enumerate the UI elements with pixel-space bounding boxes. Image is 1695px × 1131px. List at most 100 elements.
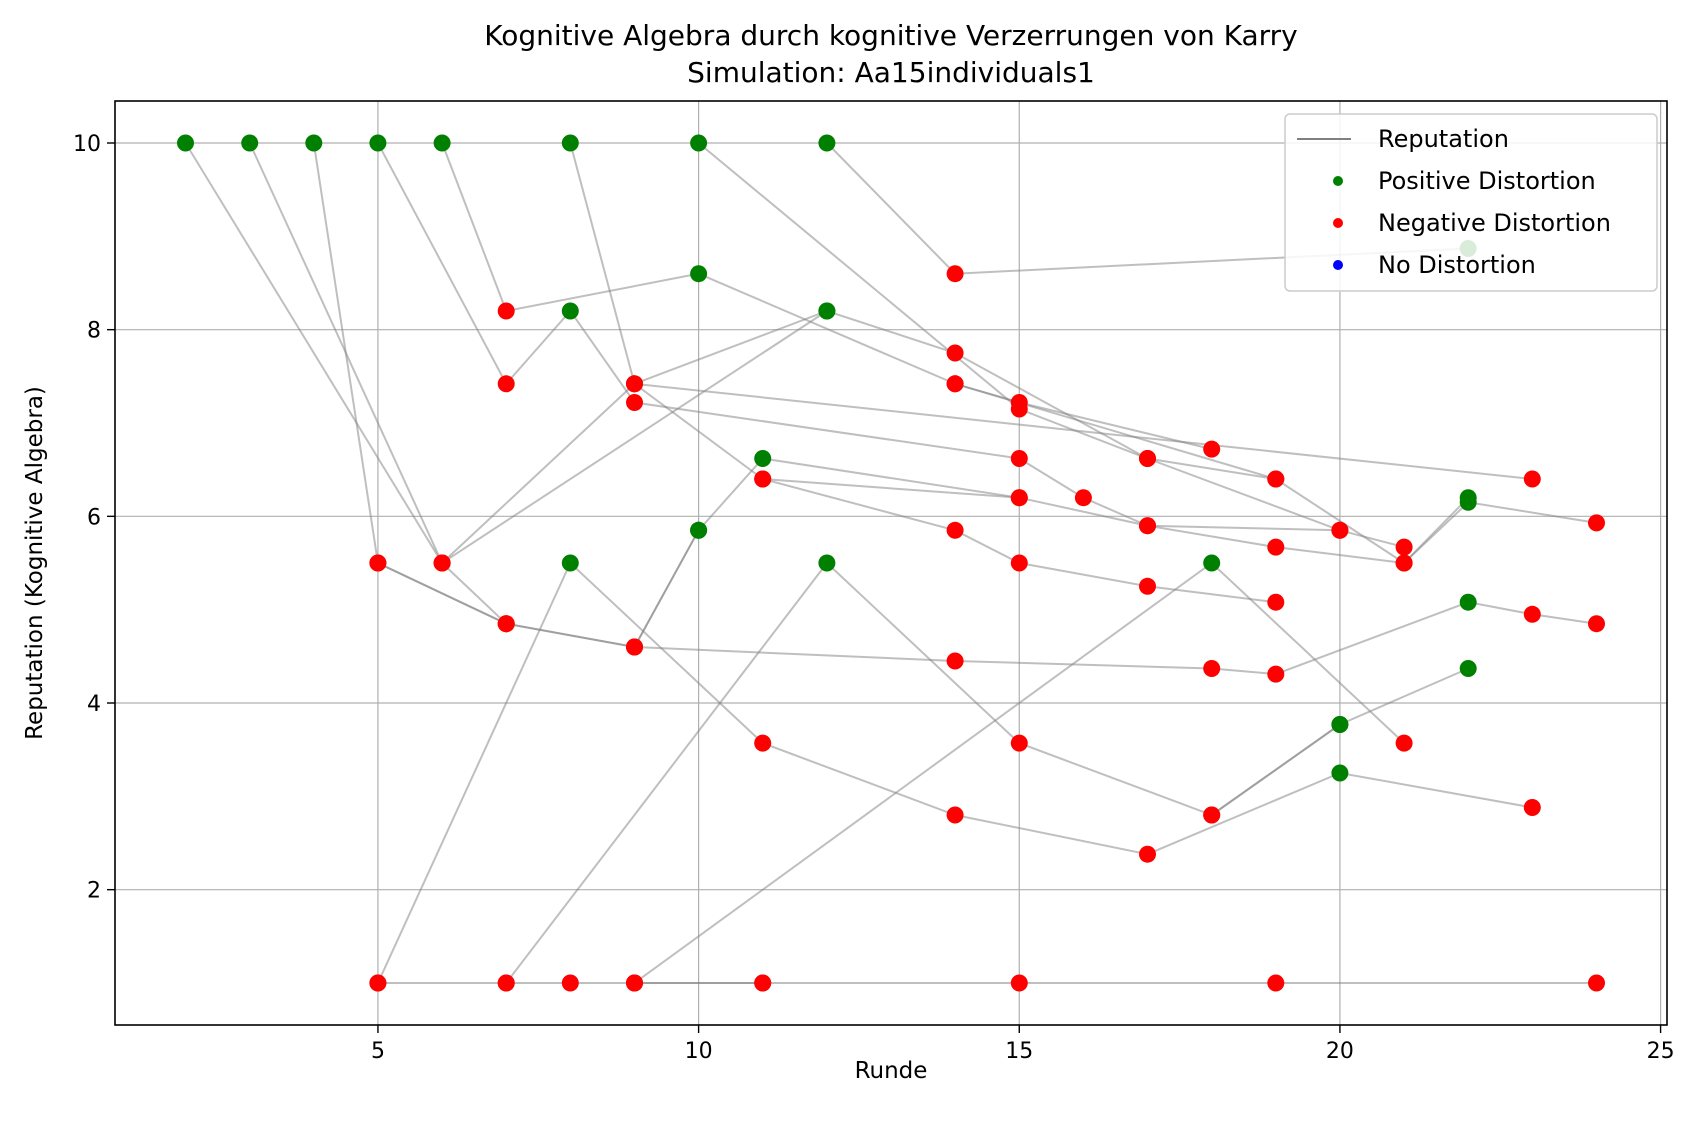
positive-distortion-point (241, 134, 259, 152)
negative-distortion-point (1395, 538, 1413, 556)
x-tick-label: 20 (1326, 1039, 1354, 1064)
negative-distortion-point (626, 375, 643, 393)
chart-title: Kognitive Algebra durch kognitive Verzer… (484, 19, 1297, 52)
legend-swatch-negative (1333, 218, 1343, 228)
x-tick-label: 5 (371, 1039, 385, 1064)
negative-distortion-point (1523, 799, 1541, 816)
negative-distortion-point (1267, 593, 1285, 611)
positive-distortion-point (561, 302, 579, 320)
positive-distortion-point (561, 554, 579, 572)
negative-distortion-point (626, 394, 643, 411)
y-tick-label: 2 (87, 879, 101, 904)
plot-frame (114, 100, 1668, 1026)
negative-distortion-point (754, 734, 772, 752)
positive-distortion-point (561, 134, 579, 152)
y-axis-ticks: 2 4 6 8 10 (73, 132, 115, 904)
negative-distortion-point (433, 554, 451, 572)
legend: Reputation Positive Distortion Negative … (1284, 113, 1658, 292)
negative-distortion-point (369, 974, 387, 992)
reputation-line (633, 529, 700, 648)
negative-distortion-point (1010, 400, 1028, 418)
positive-distortion-point (369, 134, 387, 152)
positive-distortion-point (818, 554, 836, 572)
positive-distortion-point (1459, 593, 1477, 611)
legend-label-negative: Negative Distortion (1378, 209, 1611, 237)
negative-distortion-point (946, 375, 964, 393)
negative-distortion-point (1010, 554, 1028, 572)
x-tick-label: 15 (1005, 1039, 1033, 1064)
chart-subtitle: Simulation: Aa15individuals1 (687, 56, 1095, 89)
negative-distortion-point (1139, 577, 1156, 595)
x-tick-label: 25 (1647, 1039, 1675, 1064)
negative-distortion-point (946, 652, 964, 670)
negative-distortion-point (754, 470, 772, 488)
positive-distortion-point (305, 134, 323, 152)
legend-label-positive: Positive Distortion (1378, 167, 1596, 195)
positive-distortion-point (1203, 554, 1221, 572)
reputation-line (248, 142, 1597, 676)
y-tick-label: 10 (73, 132, 101, 157)
reputation-line (184, 142, 1469, 565)
negative-distortion-point (1588, 514, 1605, 532)
reputation-line (633, 382, 1276, 604)
y-tick-label: 4 (87, 692, 101, 717)
negative-distortion-point (1010, 974, 1028, 992)
negative-distortion-point (1010, 734, 1028, 752)
negative-distortion-point (1203, 806, 1221, 824)
y-tick-label: 6 (87, 505, 101, 530)
negative-distortion-point (1010, 450, 1028, 467)
negative-distortion-point (1588, 615, 1605, 633)
negative-distortion-point (626, 974, 643, 992)
positive-distortion-point (433, 134, 451, 152)
reputation-line (377, 562, 507, 625)
reputation-line (762, 478, 1020, 499)
positive-distortion-point (754, 450, 772, 467)
negative-distortion-point (1523, 605, 1541, 623)
negative-distortion-point (1267, 974, 1285, 992)
negative-distortion-point (946, 265, 964, 283)
negative-distortion-point (369, 554, 387, 572)
negative-distortion-point (1203, 440, 1221, 458)
y-axis-label: Reputation (Kognitive Algebra) (22, 386, 48, 740)
negative-distortion-point (561, 974, 579, 992)
legend-box (1284, 113, 1658, 292)
positive-distortion-point (1459, 493, 1477, 511)
negative-distortion-point (497, 375, 515, 393)
negative-distortion-point (1203, 660, 1221, 677)
legend-swatch-positive (1333, 176, 1343, 186)
negative-distortion-point (497, 615, 515, 633)
negative-distortion-point (1331, 521, 1349, 539)
negative-distortion-point (1395, 554, 1413, 572)
negative-distortion-point (1010, 489, 1028, 507)
negative-distortion-point (754, 974, 772, 992)
positive-distortion-point (1459, 660, 1477, 677)
legend-label-none: No Distortion (1378, 251, 1536, 279)
negative-distortion-point (1139, 450, 1156, 467)
y-tick-label: 8 (87, 319, 101, 344)
negative-distortion-point (1395, 734, 1413, 752)
positive-distortion-point (818, 134, 836, 152)
positive-distortion-point (177, 134, 194, 152)
negative-distortion-point (497, 974, 515, 992)
negative-distortion-point (1267, 470, 1285, 488)
legend-swatch-none (1333, 260, 1343, 270)
reputation-line (954, 382, 1277, 480)
negative-distortion-point (1523, 470, 1541, 488)
negative-distortion-point (1267, 538, 1285, 556)
positive-distortion-point (690, 134, 708, 152)
negative-distortion-point (1074, 489, 1092, 507)
positive-distortion-point (818, 302, 836, 320)
positive-distortion-point (690, 265, 708, 283)
negative-distortion-point (1588, 974, 1605, 992)
negative-distortion-point (626, 638, 643, 656)
x-axis-label: Runde (855, 1058, 928, 1084)
positive-distortion-point (1331, 716, 1349, 733)
legend-label-reputation: Reputation (1378, 125, 1509, 153)
negative-distortion-point (946, 521, 964, 539)
x-axis-ticks: 5 10 15 20 25 (371, 1025, 1675, 1064)
positive-distortion-point (1331, 764, 1349, 782)
negative-distortion-point (946, 806, 964, 824)
negative-distortion-point (1139, 517, 1156, 535)
positive-distortion-point (690, 521, 708, 539)
